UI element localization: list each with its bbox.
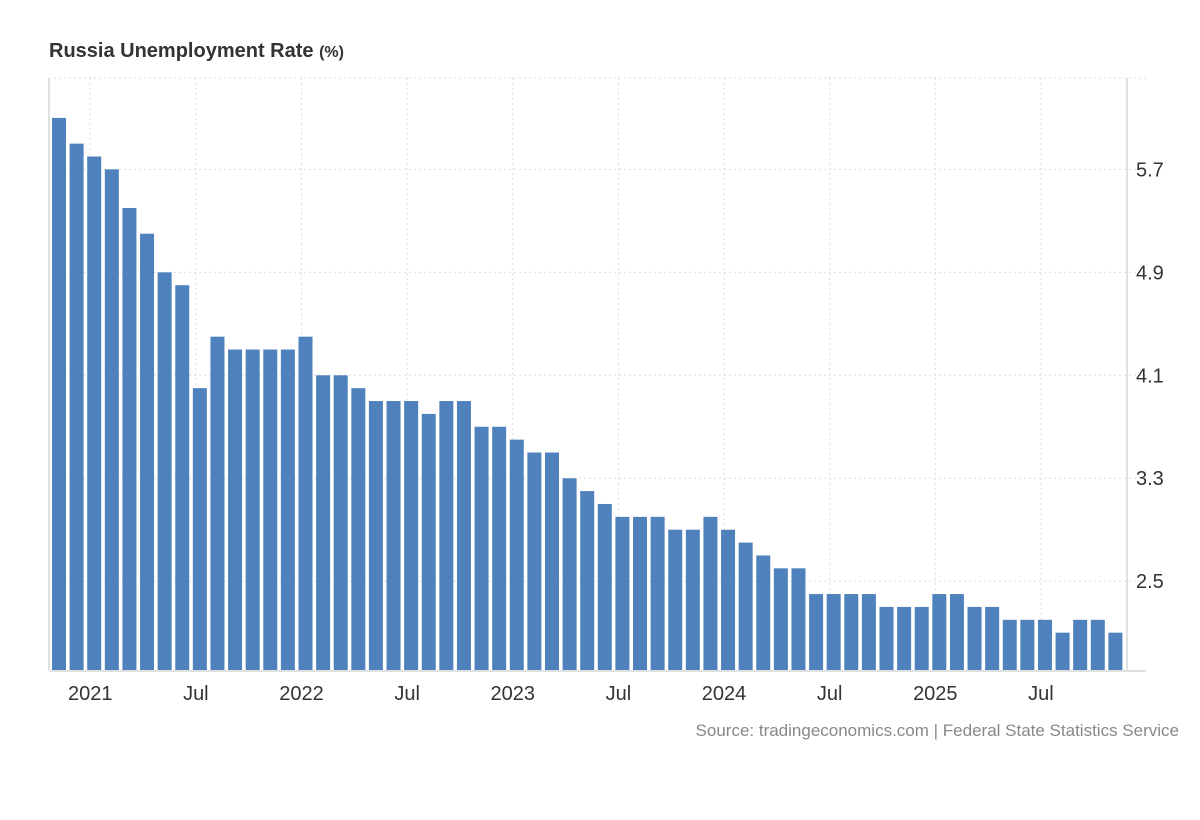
- bar: [703, 516, 718, 670]
- bar: [562, 478, 577, 670]
- y-tick-label: 2.5: [1136, 571, 1164, 593]
- bar: [738, 542, 753, 670]
- title-text: Russia Unemployment Rate: [49, 40, 314, 62]
- bar: [404, 401, 419, 670]
- bar: [104, 169, 119, 671]
- bar: [157, 272, 172, 670]
- x-tick-label: Jul: [817, 683, 843, 705]
- source-note: Source: tradingeconomics.com | Federal S…: [695, 721, 1179, 740]
- bar: [615, 516, 630, 670]
- x-tick-label: Jul: [183, 683, 209, 705]
- bar: [879, 606, 894, 670]
- bar: [544, 452, 559, 670]
- bar: [263, 349, 278, 670]
- bar: [175, 285, 190, 670]
- bar: [122, 207, 137, 670]
- bar: [228, 349, 243, 670]
- bar: [210, 336, 225, 670]
- bar: [844, 594, 859, 670]
- x-tick-label: 2021: [68, 683, 113, 705]
- x-tick-label: 2022: [279, 683, 324, 705]
- bar: [192, 388, 207, 670]
- bar: [633, 516, 648, 670]
- bar: [439, 401, 454, 670]
- bar: [791, 568, 806, 670]
- bar: [1020, 619, 1035, 670]
- bar: [914, 606, 929, 670]
- bar: [721, 529, 736, 670]
- bar: [351, 388, 366, 670]
- bar: [1037, 619, 1052, 670]
- bar: [316, 375, 331, 670]
- bar: [1055, 632, 1070, 670]
- bar: [773, 568, 788, 670]
- bar: [456, 401, 471, 670]
- bar: [668, 529, 683, 670]
- bar: [1090, 619, 1105, 670]
- bar: [1002, 619, 1017, 670]
- bar: [474, 426, 489, 670]
- bar: [69, 143, 84, 671]
- y-tick-label: 5.7: [1136, 159, 1164, 181]
- title-unit: (%): [319, 44, 344, 61]
- bar: [897, 606, 912, 670]
- bar: [527, 452, 542, 670]
- bar: [650, 516, 665, 670]
- bar: [386, 401, 401, 670]
- y-tick-label: 4.1: [1136, 365, 1164, 387]
- x-tick-label: 2024: [702, 683, 747, 705]
- bar: [756, 555, 771, 670]
- bar: [298, 336, 313, 670]
- y-tick-label: 4.9: [1136, 262, 1164, 284]
- bar: [932, 594, 947, 670]
- bar: [509, 439, 524, 670]
- x-tick-label: Jul: [394, 683, 420, 705]
- bar: [949, 594, 964, 670]
- bar: [245, 349, 260, 670]
- chart-title: Russia Unemployment Rate (%): [49, 40, 344, 63]
- x-tick-label: Jul: [1028, 683, 1054, 705]
- x-tick-label: 2025: [913, 683, 958, 705]
- bar: [580, 491, 595, 670]
- bar: [1108, 632, 1123, 670]
- bar: [985, 606, 1000, 670]
- bar: [597, 503, 612, 670]
- bar: [280, 349, 295, 670]
- bar: [685, 529, 700, 670]
- bar: [809, 594, 824, 670]
- bar: [861, 594, 876, 670]
- bar: [368, 401, 383, 670]
- x-tick-label: Jul: [606, 683, 632, 705]
- bar: [492, 426, 507, 670]
- y-tick-label: 3.3: [1136, 468, 1164, 490]
- bar: [140, 233, 155, 670]
- bar: [826, 594, 841, 670]
- bar: [87, 156, 102, 671]
- bar: [333, 375, 348, 670]
- x-tick-label: 2023: [491, 683, 536, 705]
- bar: [421, 413, 436, 670]
- bar: [1073, 619, 1088, 670]
- bar: [967, 606, 982, 670]
- bar: [52, 117, 66, 671]
